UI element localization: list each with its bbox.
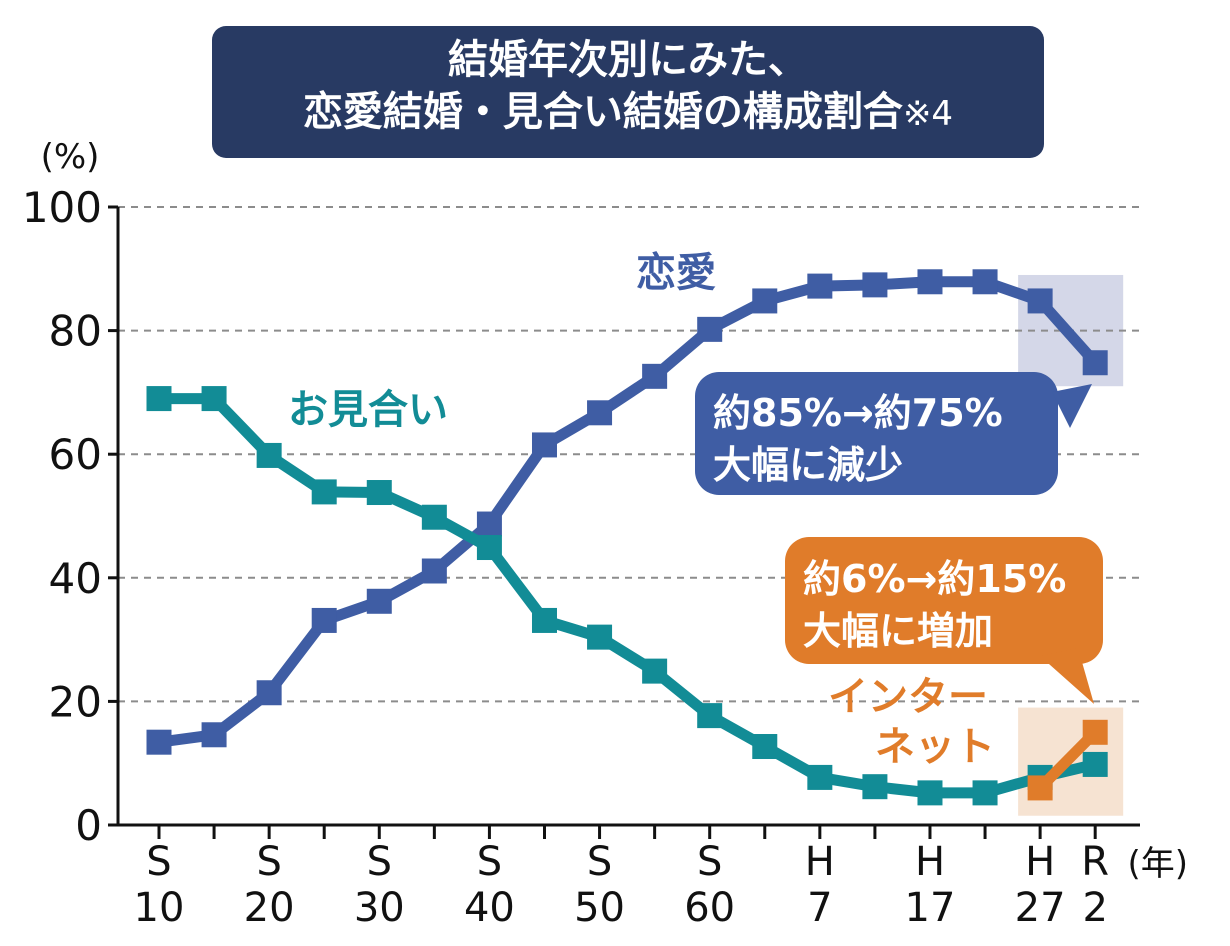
data-point-love-S60 xyxy=(697,316,723,342)
x-tick-label-top-H17: H xyxy=(915,839,945,885)
x-tick-label-bottom-S40: 40 xyxy=(464,885,515,931)
series-label-internet-line-1: インター xyxy=(828,674,988,720)
axes-layer xyxy=(108,205,1140,839)
x-tick-label-bottom-S30: 30 xyxy=(354,885,405,931)
series-label-internet-line-2: ネット xyxy=(875,724,995,770)
data-point-arranged-H12 xyxy=(862,774,888,800)
x-tick-label-bottom-S10: 10 xyxy=(134,885,185,931)
callout-1-line-1: 約85%→約75% xyxy=(713,391,1003,435)
callout-bubble-2 xyxy=(785,537,1103,664)
x-tick-label-bottom-S50: 50 xyxy=(574,885,625,931)
x-tick-label-bottom-H27: 27 xyxy=(1015,885,1066,931)
x-tick-label-top-H27: H xyxy=(1025,839,1055,885)
data-point-love-S15 xyxy=(201,722,227,748)
chart-title-line-2-text: 恋愛結婚・見合い結婚の構成割合 xyxy=(302,89,903,135)
x-tick-label-bottom-H7: 7 xyxy=(807,885,832,931)
callout-bubble-1 xyxy=(695,372,1058,495)
y-tick-label-20: 20 xyxy=(49,677,102,726)
x-axis-unit: (年) xyxy=(1127,844,1188,884)
data-point-arranged-R2 xyxy=(1082,751,1108,777)
y-tick-label-80: 80 xyxy=(49,307,102,356)
data-point-arranged-S55 xyxy=(642,658,668,684)
chart-title-line-1: 結婚年次別にみた、 xyxy=(448,37,808,83)
data-point-arranged-H7 xyxy=(807,764,833,790)
data-point-arranged-S60 xyxy=(697,703,723,729)
series-label-arranged: お見合い xyxy=(288,387,448,433)
y-tick-label-0: 0 xyxy=(75,801,102,850)
data-point-arranged-S20 xyxy=(256,442,282,468)
x-tick-label-top-H7: H xyxy=(805,839,835,885)
data-point-arranged-H22 xyxy=(972,780,998,806)
callout-tail-1 xyxy=(1052,384,1092,428)
y-tick-label-100: 100 xyxy=(22,183,102,232)
data-point-love-H12 xyxy=(862,272,888,298)
data-point-arranged-S15 xyxy=(201,386,227,412)
data-point-love-S30 xyxy=(366,588,392,614)
x-tick-label-top-S30: S xyxy=(367,839,392,885)
callout-tail-2 xyxy=(1040,648,1094,704)
data-point-arranged-S35 xyxy=(421,504,447,530)
y-axis-unit: (%) xyxy=(41,137,100,177)
data-point-love-S25 xyxy=(311,607,337,633)
chart-title-line-2: 恋愛結婚・見合い結婚の構成割合※4 xyxy=(212,88,1044,138)
data-point-love-H7 xyxy=(807,273,833,299)
data-point-internet-H27 xyxy=(1027,775,1053,801)
data-point-love-S45 xyxy=(531,432,557,458)
data-point-arranged-S30 xyxy=(366,480,392,506)
series-label-love: 恋愛 xyxy=(636,250,716,296)
data-point-arranged-S50 xyxy=(587,624,613,650)
x-tick-label-top-S20: S xyxy=(256,839,281,885)
data-point-internet-R2 xyxy=(1082,719,1108,745)
data-point-love-H2 xyxy=(752,288,778,314)
data-point-arranged-S25 xyxy=(311,479,337,505)
x-tick-label-bottom-R2: 2 xyxy=(1082,885,1107,931)
callout-1-line-2: 大幅に減少 xyxy=(713,443,903,487)
x-tick-label-top-S60: S xyxy=(697,839,722,885)
series-layer xyxy=(146,269,1108,806)
data-point-arranged-S45 xyxy=(531,607,557,633)
x-tick-label-top-R2: R xyxy=(1081,839,1109,885)
grid-layer xyxy=(118,206,1140,703)
data-point-love-S55 xyxy=(642,363,668,389)
data-point-love-R2 xyxy=(1082,350,1108,376)
x-tick-label-top-S10: S xyxy=(146,839,171,885)
data-point-arranged-H2 xyxy=(752,734,778,760)
data-point-love-S10 xyxy=(146,729,172,755)
data-point-love-S35 xyxy=(421,558,447,584)
y-tick-label-60: 60 xyxy=(49,430,102,479)
data-point-love-H17 xyxy=(917,269,943,295)
chart-title-box: 結婚年次別にみた、 恋愛結婚・見合い結婚の構成割合※4 xyxy=(212,26,1044,158)
data-point-love-S20 xyxy=(256,680,282,706)
data-point-arranged-S40 xyxy=(476,535,502,561)
x-tick-label-bottom-S20: 20 xyxy=(244,885,295,931)
data-point-arranged-S10 xyxy=(146,386,172,412)
callout-2-line-1: 約6%→約15% xyxy=(803,557,1066,601)
chart-title-note: ※4 xyxy=(902,94,954,134)
x-tick-label-top-S40: S xyxy=(477,839,502,885)
data-point-love-S50 xyxy=(587,400,613,426)
data-point-arranged-H17 xyxy=(917,780,943,806)
y-tick-label-40: 40 xyxy=(49,554,102,603)
x-tick-label-bottom-H17: 17 xyxy=(905,885,956,931)
x-tick-label-bottom-S60: 60 xyxy=(684,885,735,931)
callout-2-line-2: 大幅に増加 xyxy=(803,609,993,653)
data-point-love-S40 xyxy=(476,511,502,537)
data-point-love-H22 xyxy=(972,269,998,295)
label-layer: 020406080100(%)S10S20S30S40S50S60H7H17H2… xyxy=(22,137,1188,931)
data-point-love-H27 xyxy=(1027,288,1053,314)
x-tick-label-top-S50: S xyxy=(587,839,612,885)
